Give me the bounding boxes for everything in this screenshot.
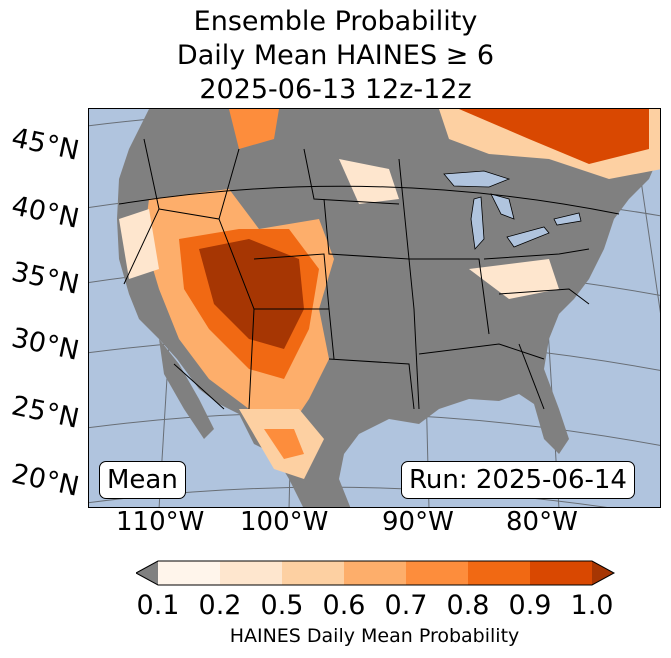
lon-label-80: 80°W xyxy=(506,507,578,537)
colorbar-label: HAINES Daily Mean Probability xyxy=(229,625,520,647)
lon-label-110: 110°W xyxy=(116,507,205,537)
lon-label-100: 100°W xyxy=(240,507,329,537)
colorbar-segment xyxy=(282,561,345,585)
stat-label-box: Mean xyxy=(99,461,186,499)
colorbar-segments xyxy=(158,561,593,585)
colorbar-outline xyxy=(136,560,616,586)
colorbar-tick-label: 1.0 xyxy=(570,590,614,621)
colorbar-tick-label: 0.7 xyxy=(384,590,428,621)
colorbar-segment xyxy=(158,561,221,585)
colorbar-tick-label: 0.9 xyxy=(508,590,552,621)
colorbar-under-arrow xyxy=(136,561,158,585)
colorbar-tick-label: 0.1 xyxy=(136,590,180,621)
colorbar-tick-label: 0.2 xyxy=(198,590,242,621)
lat-label-40: 40°N xyxy=(8,190,82,235)
map-title-line3: 2025-06-13 12z-12z xyxy=(199,74,472,105)
lat-label-30: 30°N xyxy=(8,322,82,367)
probability-shading xyxy=(119,109,660,479)
lat-label-25: 25°N xyxy=(8,390,82,435)
colorbar-tick-label: 0.6 xyxy=(322,590,366,621)
lat-label-35: 35°N xyxy=(8,256,82,301)
colorbar-over-arrow xyxy=(592,561,614,585)
colorbar-segment xyxy=(468,561,531,585)
lat-label-45: 45°N xyxy=(8,122,82,167)
map-title-line1: Ensemble Probability xyxy=(193,6,478,37)
colorbar-segment xyxy=(220,561,283,585)
baja-land xyxy=(159,339,214,439)
lat-label-20: 20°N xyxy=(8,458,82,503)
run-label-box: Run: 2025-06-14 xyxy=(401,461,635,499)
colorbar-tick-label: 0.8 xyxy=(446,590,490,621)
colorbar-segment xyxy=(344,561,407,585)
colorbar xyxy=(136,560,616,586)
colorbar-segment xyxy=(530,561,593,585)
state-boundaries xyxy=(118,138,620,410)
colorbar-tick-label: 0.5 xyxy=(260,590,304,621)
map-title-line2: Daily Mean HAINES ≥ 6 xyxy=(176,40,495,71)
lon-label-90: 90°W xyxy=(382,507,454,537)
colorbar-segment xyxy=(406,561,469,585)
great-lakes xyxy=(443,170,582,250)
map-canvas xyxy=(89,109,660,507)
probability-map: Mean Run: 2025-06-14 xyxy=(88,108,661,508)
